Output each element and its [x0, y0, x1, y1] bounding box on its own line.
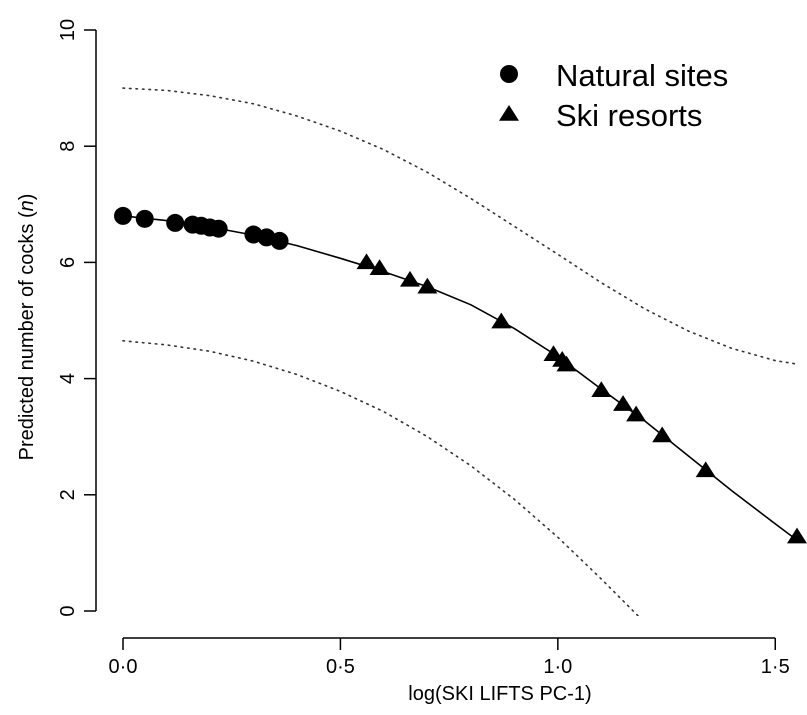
curves [122, 87, 798, 616]
legend: Natural sites Ski resorts [499, 58, 728, 133]
legend-triangle-icon [499, 105, 519, 121]
y-tick-label: 0 [57, 605, 79, 616]
natural-site-point [135, 209, 154, 228]
y-tick-label: 4 [57, 373, 79, 384]
lower-confidence-bound [122, 339, 640, 616]
natural-site-point [209, 219, 228, 238]
y-tick-label: 2 [57, 489, 79, 500]
fitted-curve [122, 215, 798, 541]
upper-confidence-bound [122, 87, 798, 365]
axes: 0 2 4 6 8 10 0·0 0·5 1·0 1·5 [57, 19, 790, 678]
x-tick-label: 1·5 [761, 656, 790, 678]
ski-resort-point [787, 527, 807, 544]
legend-circle-icon [500, 65, 518, 83]
y-axis-title-suffix: ) [16, 194, 38, 201]
natural-site-point [166, 213, 185, 232]
y-axis-title-italic: n [16, 200, 38, 211]
y-tick-label: 8 [57, 141, 79, 152]
legend-label: Natural sites [556, 58, 728, 93]
x-axis-title: log(SKI LIFTS PC-1) [408, 683, 591, 705]
y-axis-title: Predicted number of cocks (n) [16, 194, 38, 461]
y-axis-title-text: Predicted number of cocks ( [16, 211, 38, 460]
ski-resort-point [626, 405, 647, 422]
ski-resort-point [399, 270, 420, 287]
x-tick-label: 0·0 [109, 656, 138, 678]
ski-resort-point [591, 381, 612, 397]
natural-site-point [270, 231, 289, 250]
y-tick-label: 10 [57, 19, 79, 41]
x-tick-label: 0·5 [326, 656, 355, 678]
natural-site-point [114, 206, 132, 225]
y-tick-label: 6 [57, 257, 79, 268]
ski-resort-point [613, 395, 634, 411]
ski-resort-point [369, 259, 390, 275]
legend-label: Ski resorts [556, 98, 702, 133]
ski-resort-point [652, 426, 673, 443]
ski-resort-point [556, 355, 577, 372]
ski-resort-point [695, 461, 716, 478]
x-tick-label: 1·0 [543, 656, 572, 678]
ski-resort-point [417, 277, 438, 294]
ski-resort-point [356, 253, 377, 270]
ski-resort-point [491, 312, 512, 329]
data-points [114, 206, 807, 544]
